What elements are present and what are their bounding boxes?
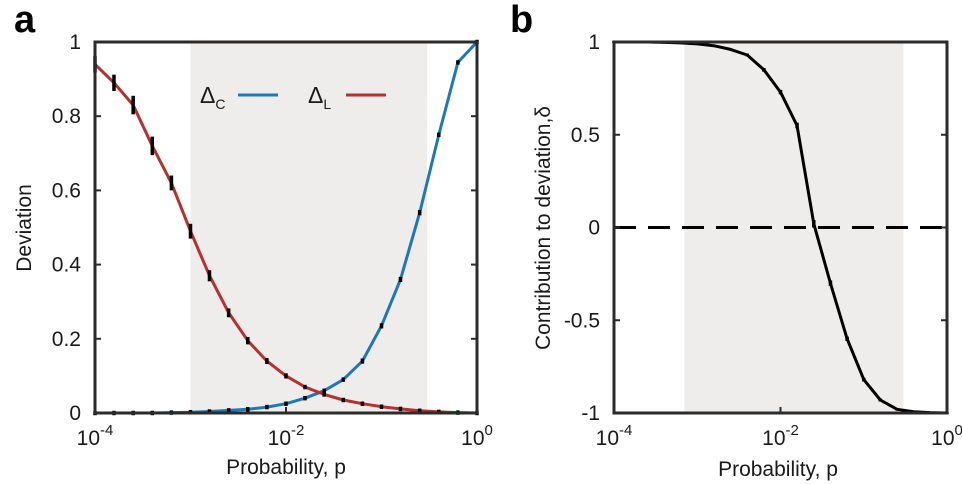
- y-tick-label: 0: [69, 402, 81, 425]
- y-tick-label: 0.8: [52, 105, 81, 128]
- panel-a-y-ticks: 0 0.2 0.4 0.6 0.8 1: [52, 31, 477, 425]
- panel-b-chart: 10-4 10-2 100 -1 -0.5 0 0.5 1 Probability, p C…: [510, 0, 962, 481]
- panel-b-y-axis-label: Contribution to deviation,δ: [532, 106, 555, 350]
- panel-a-chart: 10-4 10-2 100 0 0.2 0.4 0.6 0.8 1 Probability, …: [13, 0, 493, 479]
- x-tick-label: 10-2: [762, 422, 799, 450]
- legend-entry-label-1: ΔL: [308, 82, 331, 112]
- y-tick-label: -0.5: [564, 309, 600, 332]
- panel-b-y-ticks: -1 -0.5 0 0.5 1: [564, 31, 947, 425]
- panel-a-legend: ΔC ΔL: [200, 82, 386, 112]
- x-tick-label: 10-2: [268, 422, 305, 450]
- x-tick-label: 100: [461, 422, 493, 450]
- x-tick-label: 10-4: [77, 422, 114, 450]
- y-tick-label: 0.5: [571, 124, 600, 147]
- panel-b-x-ticks: 10-4 10-2 100: [596, 407, 962, 450]
- panel-b-letter: b: [510, 0, 533, 41]
- panel-a-x-axis-label: Probability, p: [226, 456, 346, 479]
- panel-a-x-ticks: 10-4 10-2 100: [77, 407, 493, 450]
- x-tick-label: 10-4: [596, 422, 633, 450]
- y-tick-label: 0.6: [52, 179, 81, 202]
- y-tick-label: 1: [588, 31, 600, 54]
- panel-b-x-axis-label: Probability, p: [718, 458, 838, 481]
- legend-entry-label-0: ΔC: [200, 82, 226, 112]
- panel-a-letter: a: [14, 0, 36, 41]
- y-tick-label: 0.4: [52, 254, 82, 277]
- y-tick-label: 1: [69, 31, 81, 54]
- panel-a-y-axis-label: Deviation: [13, 184, 36, 272]
- x-tick-label: 100: [931, 422, 962, 450]
- y-tick-label: 0: [588, 217, 600, 240]
- y-tick-label: 0.2: [52, 328, 81, 351]
- panel-a-shaded-region: [190, 42, 428, 413]
- y-tick-label: -1: [581, 402, 600, 425]
